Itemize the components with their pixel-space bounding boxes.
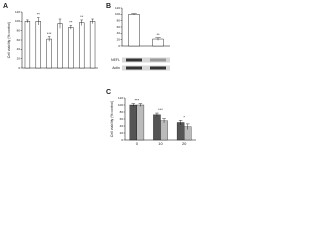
y-tick-label: 40 [120, 124, 124, 128]
panel-label: C [106, 89, 111, 96]
x-tick-label: 20 [182, 141, 187, 146]
y-tick-label: 0 [18, 66, 20, 70]
blot-band [150, 66, 166, 70]
y-tick-label: 120 [115, 6, 120, 10]
bar [153, 114, 161, 141]
bar [35, 21, 41, 69]
blot-label: NEFL [111, 58, 120, 62]
y-tick-label: 80 [117, 18, 121, 22]
bar [136, 104, 145, 141]
significance: * [183, 114, 185, 119]
y-tick-label: 100 [15, 19, 20, 23]
bar [46, 38, 52, 69]
blot-band [126, 58, 142, 62]
y-tick-label: 60 [17, 38, 21, 42]
y-tick-label: 100 [118, 103, 123, 107]
y-tick-label: 40 [17, 47, 21, 51]
bar [176, 122, 185, 141]
blot-band [122, 57, 170, 63]
bar [68, 27, 74, 69]
y-tick-label: 20 [117, 37, 121, 41]
y-tick-label: 60 [120, 117, 124, 121]
y-tick-label: 80 [120, 110, 124, 114]
y-tick-label: 40 [117, 31, 121, 35]
bar [128, 14, 140, 47]
bar [160, 120, 168, 141]
x-tick-label: 10 [158, 141, 163, 146]
y-axis-label: Cell viability (% control) [110, 101, 114, 137]
panel-label: A [3, 3, 8, 10]
y-tick-label: 0 [118, 44, 120, 48]
significance: *** [158, 107, 163, 112]
y-axis-label: Cell viability (% control) [7, 22, 11, 58]
significance: *** [47, 31, 52, 36]
significance: ** [80, 14, 84, 19]
y-tick-label: 0 [121, 138, 123, 142]
blot-band [150, 58, 166, 62]
blot-label: Actin [112, 66, 120, 70]
y-tick-label: 100 [115, 12, 120, 16]
bar [89, 21, 96, 69]
bar [24, 21, 31, 69]
y-tick-label: 120 [118, 96, 123, 100]
significance: ** [69, 20, 73, 25]
y-tick-label: 20 [17, 56, 21, 60]
x-tick-label: 0 [136, 141, 139, 146]
y-tick-label: 20 [120, 131, 124, 135]
y-tick-label: 120 [15, 10, 20, 14]
bar [129, 104, 137, 141]
significance: ** [156, 32, 160, 37]
y-tick-label: 60 [117, 25, 121, 29]
significance: ** [37, 12, 41, 17]
panel-label: B [106, 3, 111, 10]
y-tick-label: 80 [17, 28, 21, 32]
significance: *** [134, 98, 139, 103]
bar [57, 23, 63, 69]
blot-band [126, 66, 142, 70]
bar [79, 22, 85, 69]
blot-band [122, 65, 170, 71]
